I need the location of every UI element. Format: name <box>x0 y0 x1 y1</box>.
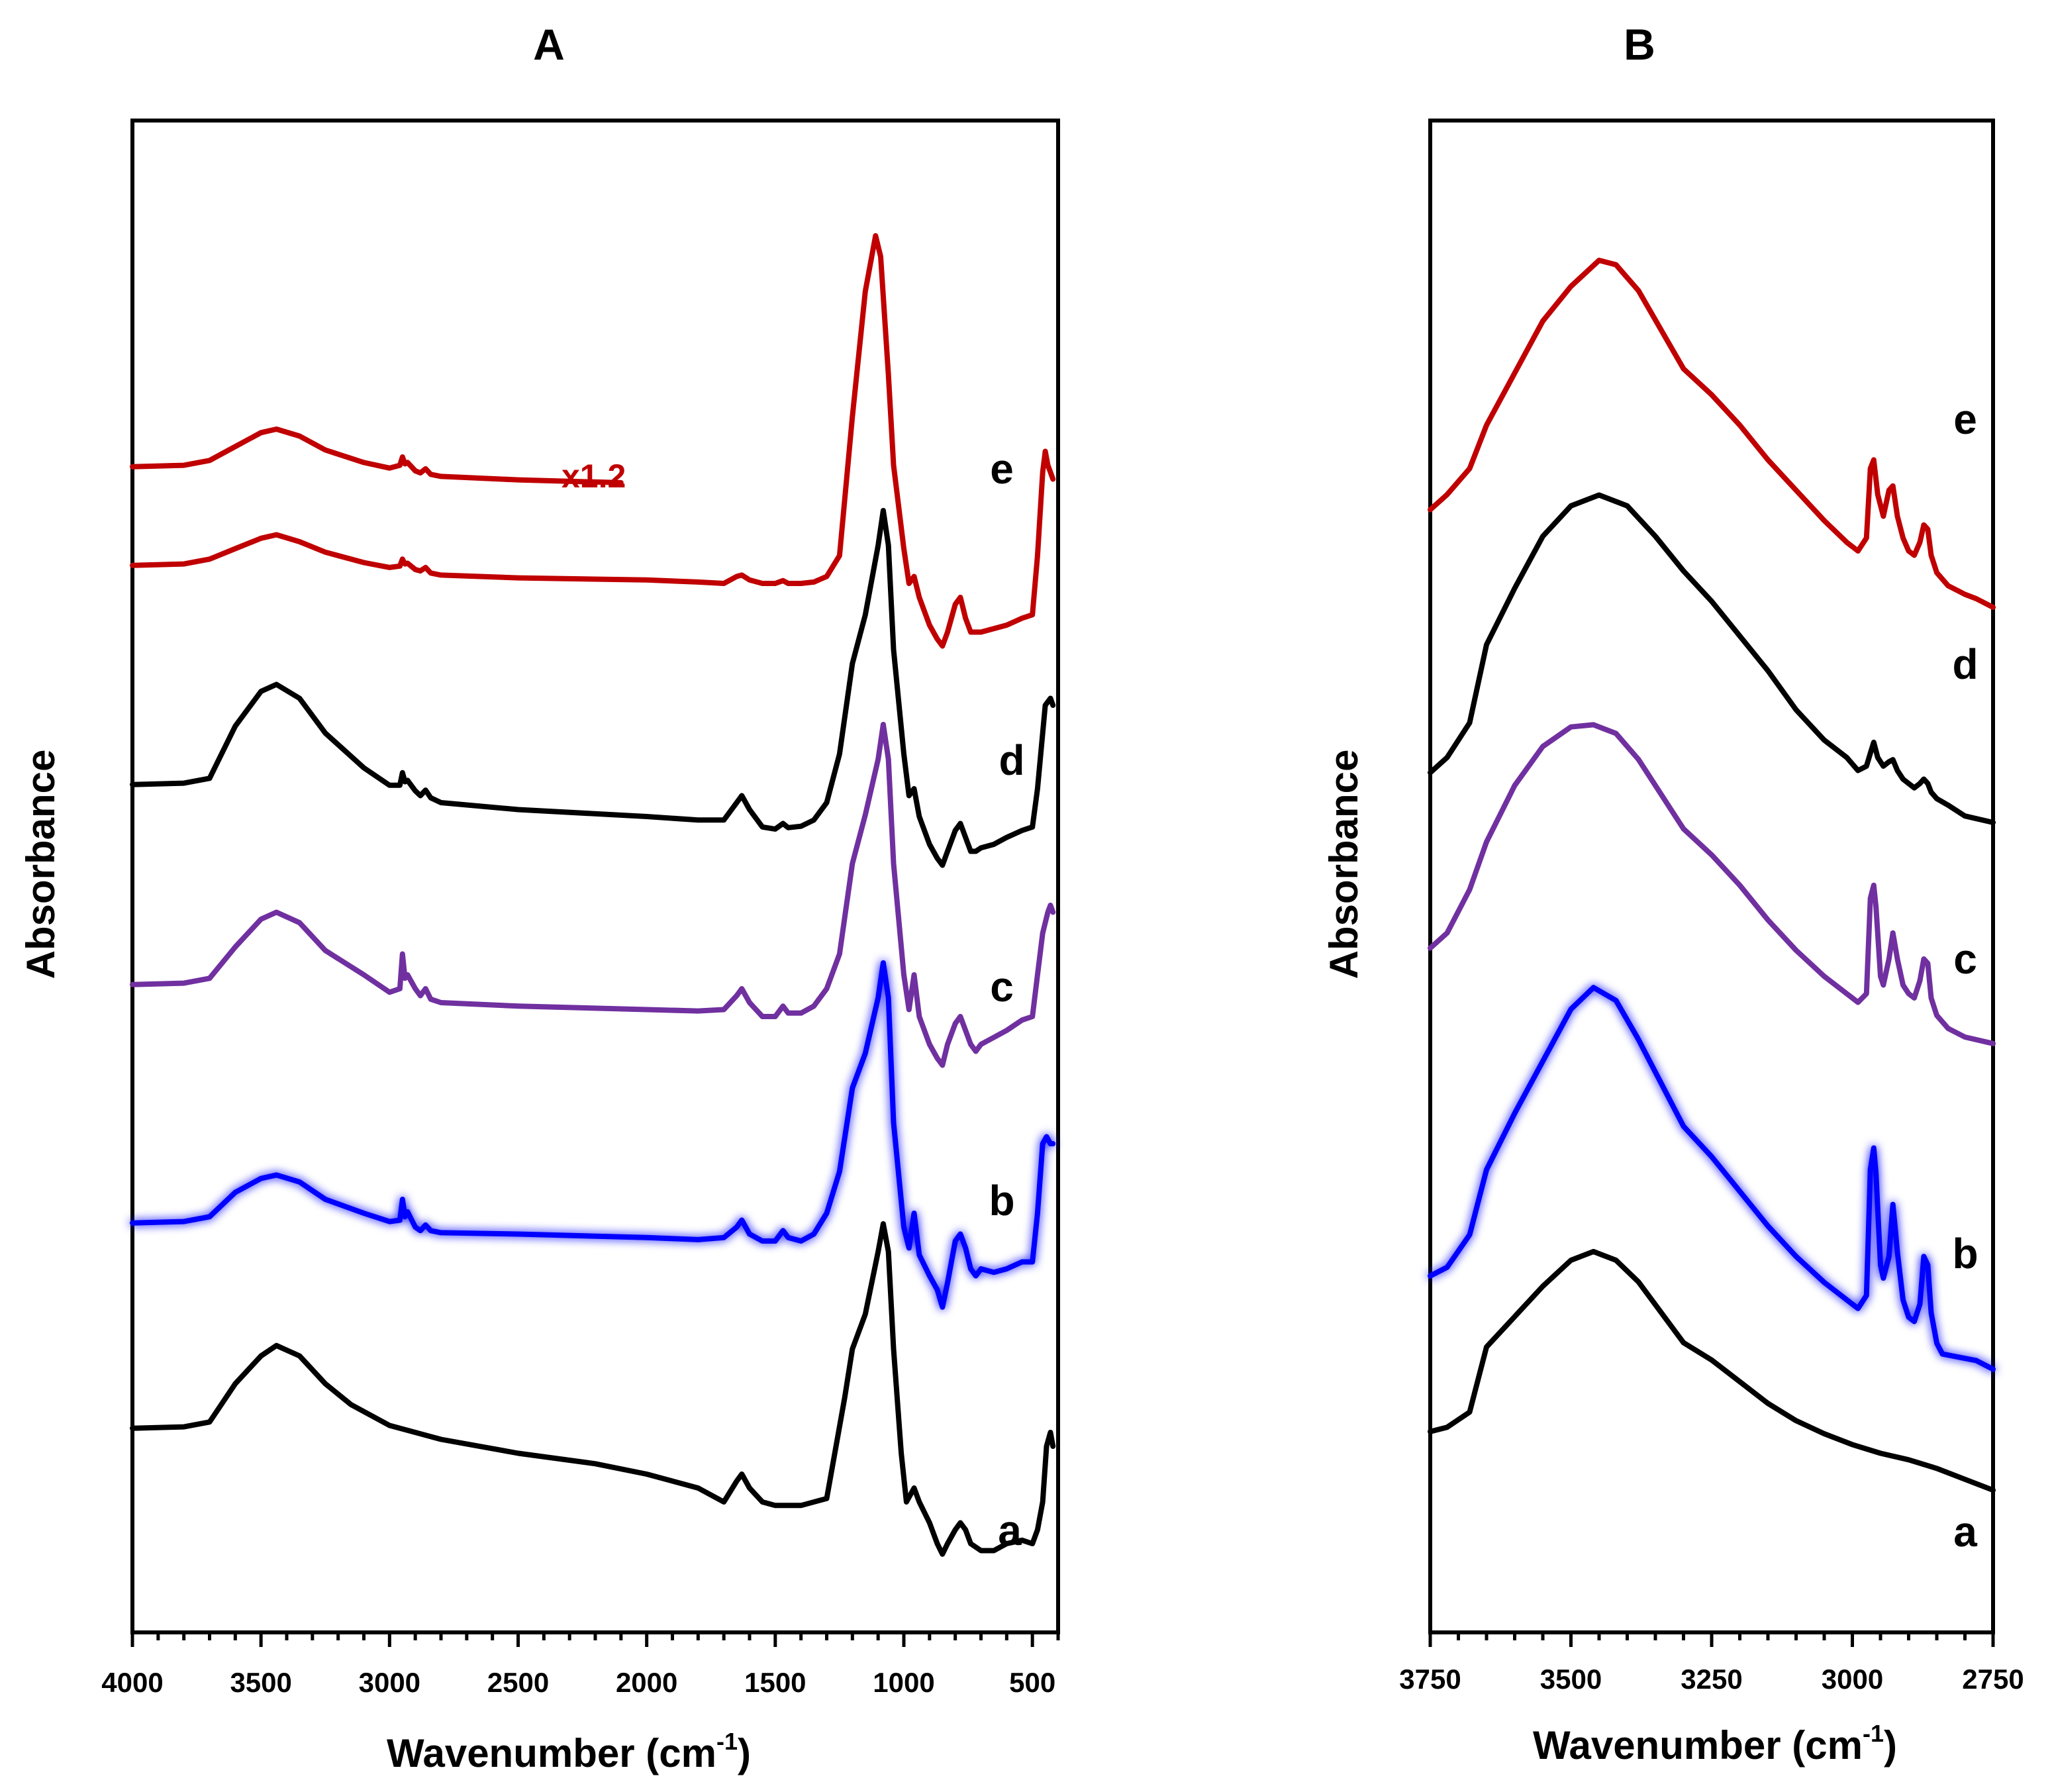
x-tick-label-1000: 1000 <box>873 1667 934 1698</box>
panel-a-plot-frame <box>130 119 1060 1634</box>
x-tick-label-3500: 3500 <box>1540 1664 1602 1695</box>
x-tick-label-1500: 1500 <box>744 1667 806 1698</box>
panel-a-x-axis: 4000 3500 3000 2500 2000 1500 1000 500 <box>101 1632 1060 1698</box>
panel-a-y-axis-title: Absorbance <box>19 750 63 979</box>
x-tick-label-3500: 3500 <box>230 1667 291 1698</box>
x-tick-label-3250: 3250 <box>1681 1664 1742 1695</box>
panel-a-curves <box>130 233 1056 1557</box>
panel-a-x-axis-title-superscript: -1 <box>716 1728 738 1755</box>
panel-b-curve-labels: a b c d e <box>1952 395 1978 1556</box>
spectrum-e-line <box>130 233 1056 649</box>
panel-b: B 3750 3500 3250 3000 2750 a b c d e Wavenumber … <box>1322 20 2024 1767</box>
panel-b-x-axis: 3750 3500 3250 3000 2750 <box>1399 1632 2024 1695</box>
panel-b-curves <box>1428 258 1996 1493</box>
curve-label-d: d <box>1952 640 1978 688</box>
x-tick-label-2750: 2750 <box>1962 1664 2024 1695</box>
curve-label-c: c <box>990 963 1014 1011</box>
x-tick-label-3000: 3000 <box>359 1667 420 1698</box>
x-tick-label-2500: 2500 <box>487 1667 549 1698</box>
panel-b-title: B <box>1624 20 1655 69</box>
x-tick-label-3000: 3000 <box>1822 1664 1883 1695</box>
panel-b-x-axis-title-superscript: -1 <box>1863 1720 1884 1747</box>
panel-a: A 4000 3500 3000 2500 2000 1500 1000 500 abcde … <box>19 20 1060 1775</box>
x-tick-label-2000: 2000 <box>616 1667 677 1698</box>
panel-a-title: A <box>533 20 565 69</box>
spectrum-e-line <box>1428 258 1996 611</box>
spectrum-b-line <box>130 960 1056 1310</box>
spectrum-a-line <box>1428 1248 1996 1493</box>
panel-a-scale-annotation: x1.2 <box>562 458 626 495</box>
spectrum-b-line <box>1428 985 1996 1372</box>
panel-b-plot-frame <box>1428 119 1995 1634</box>
curve-label-b: b <box>1952 1230 1978 1277</box>
spectrum-d-line <box>1428 492 1996 825</box>
x-tick-label-3750: 3750 <box>1399 1664 1461 1695</box>
panel-a-curve-labels: a b c d e <box>989 445 1024 1554</box>
curve-label-b: b <box>989 1177 1014 1224</box>
curve-label-e: e <box>1953 395 1977 443</box>
panel-b-x-axis-title: Wavenumber (cm-1) <box>1533 1720 1897 1767</box>
x-tick-label-500: 500 <box>1009 1667 1055 1698</box>
spectrum-a-line <box>130 1221 1056 1557</box>
spectrum-e-scaled-line <box>130 426 624 485</box>
curve-label-e: e <box>990 445 1014 493</box>
curve-label-c: c <box>1953 935 1977 983</box>
spectrum-d-line <box>130 508 1056 868</box>
panel-b-y-axis-title: Absorbance <box>1322 750 1366 979</box>
x-tick-label-4000: 4000 <box>101 1667 163 1698</box>
spectrum-c-line <box>130 722 1056 1068</box>
curve-label-a: a <box>998 1507 1022 1554</box>
curve-label-d: d <box>999 736 1024 784</box>
panel-a-x-axis-title: Wavenumber (cm-1) <box>387 1728 751 1775</box>
curve-label-a: a <box>1953 1508 1977 1556</box>
spectrum-c-line <box>1428 722 1996 1046</box>
